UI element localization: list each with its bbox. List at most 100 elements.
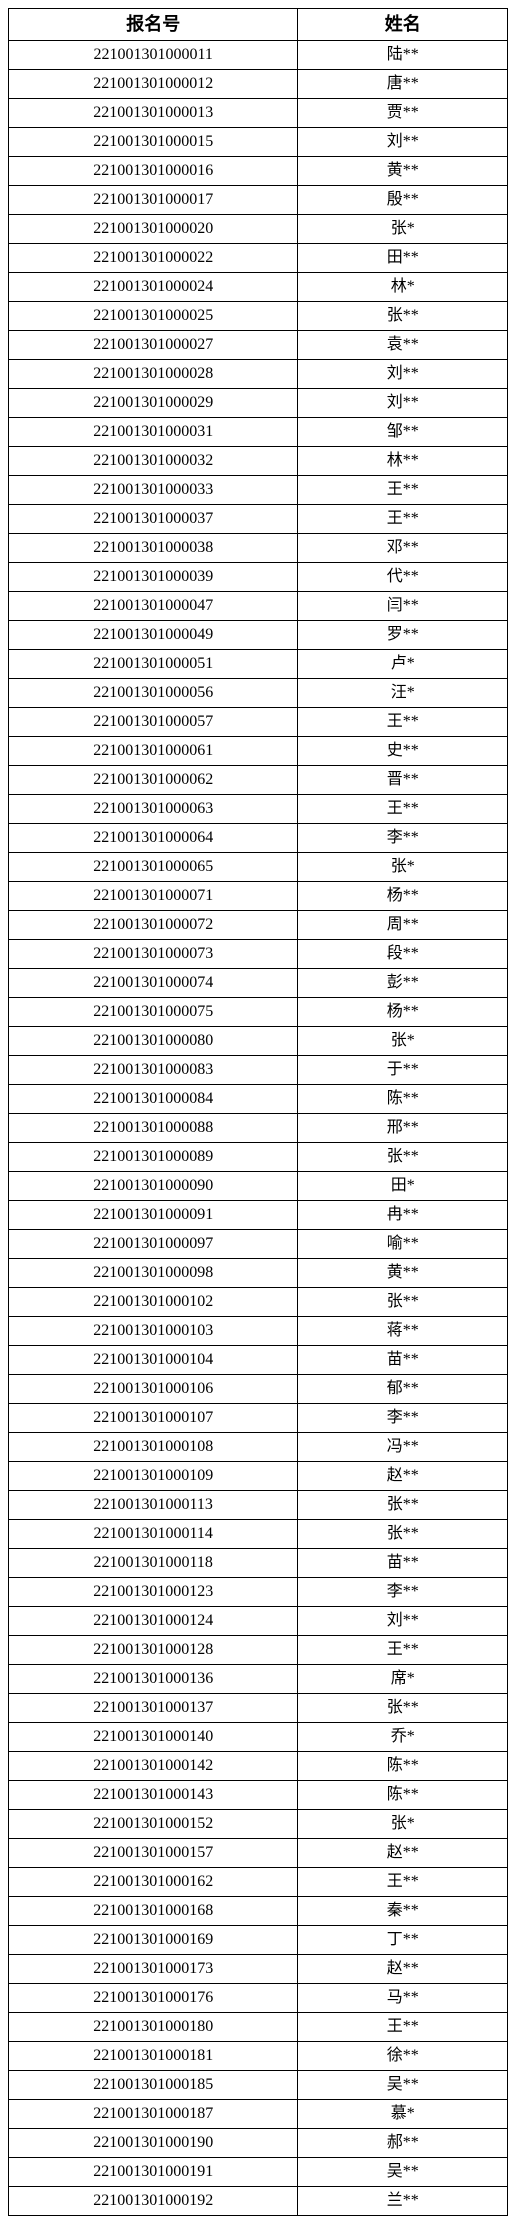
cell-name: 喻** [298, 1230, 508, 1259]
cell-id: 221001301000181 [9, 2042, 298, 2071]
cell-name: 段** [298, 940, 508, 969]
cell-id: 221001301000089 [9, 1143, 298, 1172]
table-row: 221001301000124刘** [9, 1607, 508, 1636]
cell-name: 席* [298, 1665, 508, 1694]
cell-id: 221001301000013 [9, 99, 298, 128]
table-row: 221001301000025张** [9, 302, 508, 331]
cell-name: 林* [298, 273, 508, 302]
cell-name: 兰** [298, 2187, 508, 2216]
cell-name: 王** [298, 505, 508, 534]
cell-id: 221001301000180 [9, 2013, 298, 2042]
cell-id: 221001301000107 [9, 1404, 298, 1433]
cell-name: 袁** [298, 331, 508, 360]
table-row: 221001301000039代** [9, 563, 508, 592]
cell-id: 221001301000037 [9, 505, 298, 534]
table-row: 221001301000157赵** [9, 1839, 508, 1868]
cell-name: 黄** [298, 157, 508, 186]
cell-name: 赵** [298, 1955, 508, 1984]
table-row: 221001301000097喻** [9, 1230, 508, 1259]
table-header-row: 报名号 姓名 [9, 9, 508, 41]
cell-name: 周** [298, 911, 508, 940]
table-row: 221001301000098黄** [9, 1259, 508, 1288]
table-row: 221001301000176马** [9, 1984, 508, 2013]
cell-id: 221001301000057 [9, 708, 298, 737]
cell-name: 赵** [298, 1839, 508, 1868]
cell-id: 221001301000137 [9, 1694, 298, 1723]
cell-name: 乔* [298, 1723, 508, 1752]
cell-id: 221001301000108 [9, 1433, 298, 1462]
table-row: 221001301000047闫** [9, 592, 508, 621]
table-row: 221001301000071杨** [9, 882, 508, 911]
cell-id: 221001301000162 [9, 1868, 298, 1897]
cell-id: 221001301000029 [9, 389, 298, 418]
table-row: 221001301000140乔* [9, 1723, 508, 1752]
table-row: 221001301000037王** [9, 505, 508, 534]
table-row: 221001301000020张* [9, 215, 508, 244]
table-row: 221001301000022田** [9, 244, 508, 273]
cell-id: 221001301000056 [9, 679, 298, 708]
table-row: 221001301000061史** [9, 737, 508, 766]
cell-id: 221001301000083 [9, 1056, 298, 1085]
table-row: 221001301000114张** [9, 1520, 508, 1549]
cell-name: 代** [298, 563, 508, 592]
cell-name: 郝** [298, 2129, 508, 2158]
table-row: 221001301000108冯** [9, 1433, 508, 1462]
cell-id: 221001301000128 [9, 1636, 298, 1665]
table-row: 221001301000028刘** [9, 360, 508, 389]
cell-name: 吴** [298, 2158, 508, 2187]
cell-id: 221001301000074 [9, 969, 298, 998]
cell-id: 221001301000020 [9, 215, 298, 244]
cell-name: 徐** [298, 2042, 508, 2071]
cell-id: 221001301000073 [9, 940, 298, 969]
table-row: 221001301000181徐** [9, 2042, 508, 2071]
table-row: 221001301000136席* [9, 1665, 508, 1694]
cell-id: 221001301000088 [9, 1114, 298, 1143]
cell-name: 马** [298, 1984, 508, 2013]
table-body: 221001301000011陆**221001301000012唐**2210… [9, 41, 508, 2216]
cell-id: 221001301000072 [9, 911, 298, 940]
cell-name: 张** [298, 1491, 508, 1520]
column-header-id: 报名号 [9, 9, 298, 41]
cell-name: 林** [298, 447, 508, 476]
table-row: 221001301000089张** [9, 1143, 508, 1172]
cell-name: 王** [298, 1868, 508, 1897]
table-row: 221001301000011陆** [9, 41, 508, 70]
table-row: 221001301000180王** [9, 2013, 508, 2042]
cell-name: 于** [298, 1056, 508, 1085]
table-row: 221001301000032林** [9, 447, 508, 476]
table-row: 221001301000152张* [9, 1810, 508, 1839]
cell-id: 221001301000063 [9, 795, 298, 824]
cell-id: 221001301000090 [9, 1172, 298, 1201]
table-row: 221001301000056汪* [9, 679, 508, 708]
cell-id: 221001301000113 [9, 1491, 298, 1520]
table-row: 221001301000173赵** [9, 1955, 508, 1984]
cell-id: 221001301000061 [9, 737, 298, 766]
cell-id: 221001301000064 [9, 824, 298, 853]
cell-name: 李** [298, 1404, 508, 1433]
table-row: 221001301000015刘** [9, 128, 508, 157]
cell-name: 赵** [298, 1462, 508, 1491]
cell-name: 王** [298, 476, 508, 505]
cell-name: 冯** [298, 1433, 508, 1462]
table-row: 221001301000168秦** [9, 1897, 508, 1926]
table-row: 221001301000102张** [9, 1288, 508, 1317]
column-header-name: 姓名 [298, 9, 508, 41]
cell-id: 221001301000028 [9, 360, 298, 389]
table-row: 221001301000187慕* [9, 2100, 508, 2129]
cell-id: 221001301000012 [9, 70, 298, 99]
cell-id: 221001301000168 [9, 1897, 298, 1926]
cell-id: 221001301000097 [9, 1230, 298, 1259]
cell-name: 殷** [298, 186, 508, 215]
cell-name: 苗** [298, 1549, 508, 1578]
cell-id: 221001301000136 [9, 1665, 298, 1694]
table-row: 221001301000080张* [9, 1027, 508, 1056]
table-row: 221001301000169丁** [9, 1926, 508, 1955]
cell-id: 221001301000102 [9, 1288, 298, 1317]
cell-name: 刘** [298, 389, 508, 418]
cell-name: 史** [298, 737, 508, 766]
cell-name: 刘** [298, 360, 508, 389]
cell-id: 221001301000047 [9, 592, 298, 621]
table-row: 221001301000065张* [9, 853, 508, 882]
cell-id: 221001301000084 [9, 1085, 298, 1114]
cell-name: 张** [298, 1520, 508, 1549]
